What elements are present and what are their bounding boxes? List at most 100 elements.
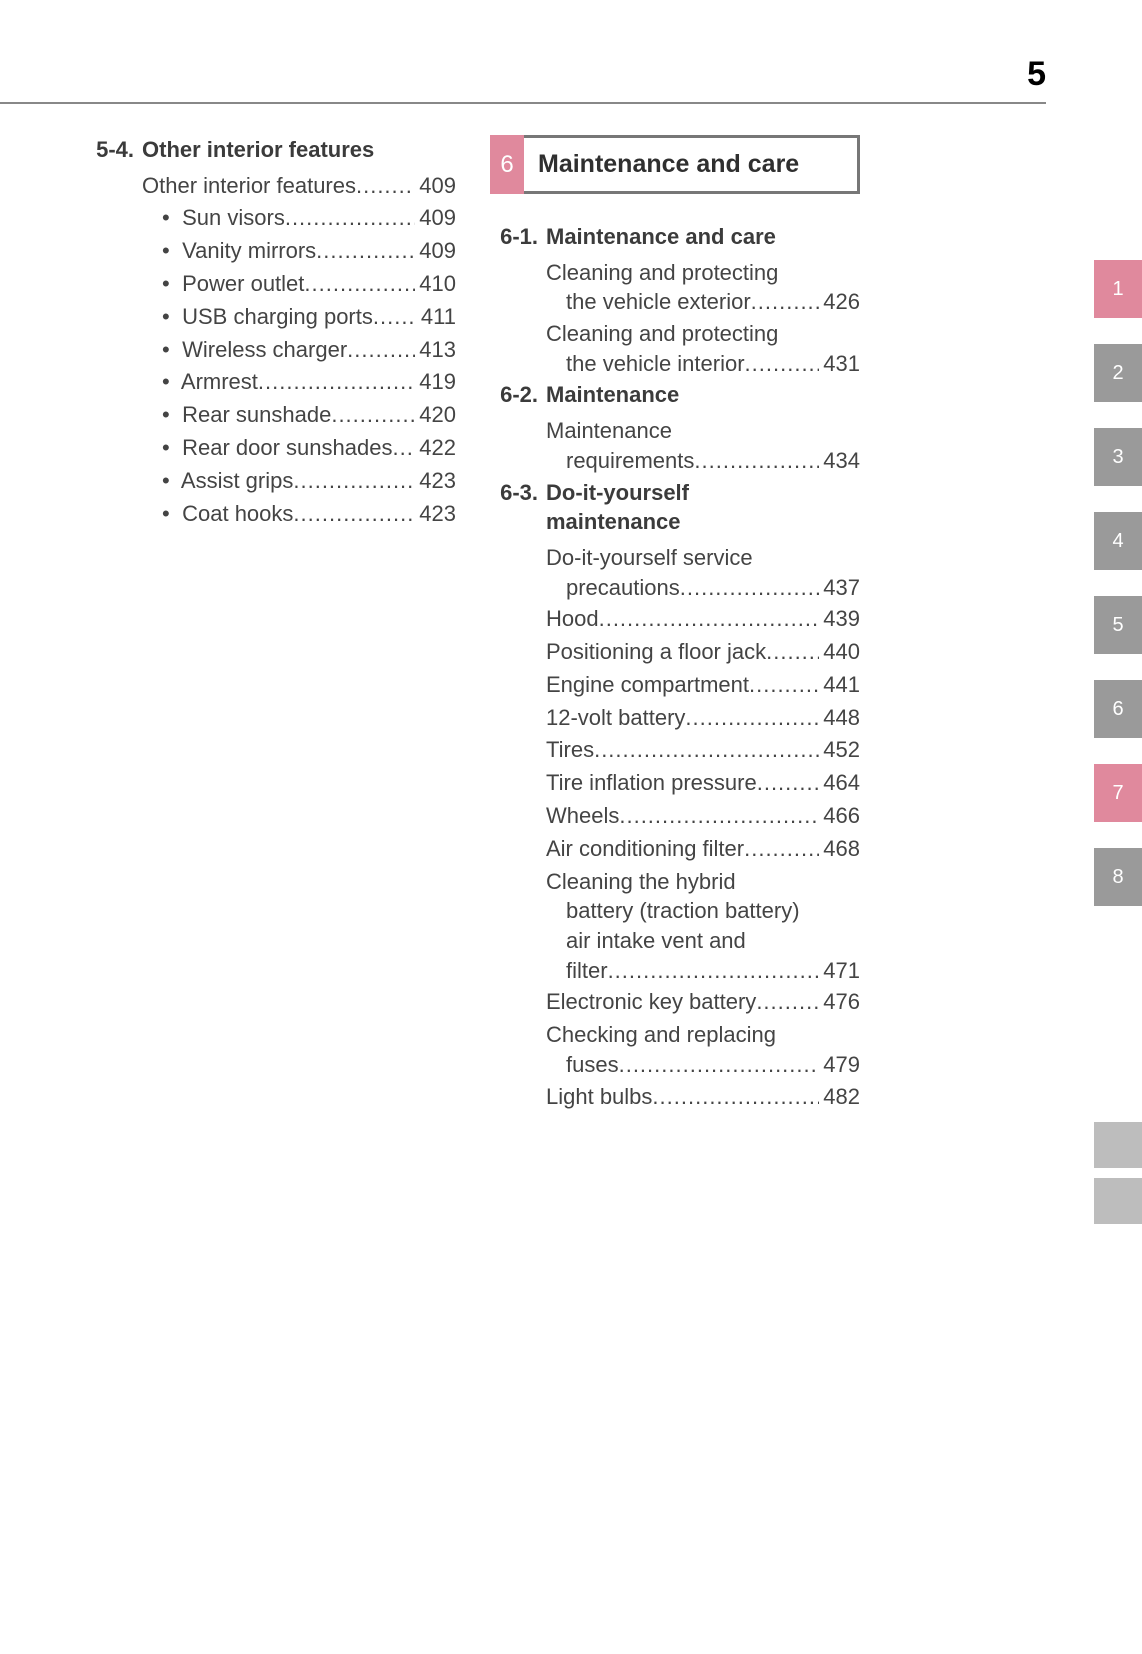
- toc-leader: ........................................…: [392, 433, 415, 464]
- toc-label: precautions: [566, 573, 680, 603]
- toc-page: 423: [415, 499, 456, 530]
- section-heading: 6-2.Maintenance: [490, 380, 860, 410]
- toc-entry: Light bulbs.............................…: [490, 1082, 860, 1113]
- section-heading: 5-4. Other interior features: [86, 135, 456, 165]
- toc-label: filter: [566, 956, 608, 986]
- toc-leader: ........................................…: [619, 1050, 820, 1080]
- toc-page: 464: [819, 768, 860, 799]
- toc-page: 409: [415, 236, 456, 267]
- toc-label: Hood: [546, 604, 599, 635]
- toc-label: Engine compartment: [546, 670, 749, 701]
- toc-page: 452: [819, 735, 860, 766]
- toc-page: 471: [819, 956, 860, 986]
- toc-leader: ........................................…: [258, 367, 415, 398]
- toc-page: 434: [819, 446, 860, 476]
- side-tab-7[interactable]: 7: [1094, 764, 1142, 822]
- toc-leader: ........................................…: [766, 637, 819, 668]
- toc-leader: ........................................…: [749, 670, 819, 701]
- toc-label: Tire inflation pressure: [546, 768, 757, 799]
- toc-label: Other interior features: [142, 171, 356, 202]
- toc-leader: ........................................…: [304, 269, 415, 300]
- toc-leader: ........................................…: [756, 987, 819, 1018]
- toc-page: 441: [819, 670, 860, 701]
- side-tab-4[interactable]: 4: [1094, 512, 1142, 570]
- toc-leader: ........................................…: [293, 499, 415, 530]
- section-title: Do-it-yourselfmaintenance: [546, 478, 860, 537]
- toc-page: 439: [819, 604, 860, 635]
- toc-label: • USB charging ports: [162, 302, 373, 333]
- chapter-title: Maintenance and care: [524, 135, 860, 194]
- toc-leader: ........................................…: [293, 466, 415, 497]
- toc-leader: ........................................…: [347, 335, 415, 366]
- toc-page: 422: [415, 433, 456, 464]
- side-tab-blank: [1094, 1122, 1142, 1168]
- toc-page: 413: [415, 335, 456, 366]
- toc-page: 419: [415, 367, 456, 398]
- side-tab-5[interactable]: 5: [1094, 596, 1142, 654]
- section-heading: 6-1.Maintenance and care: [490, 222, 860, 252]
- chapter-number-box: 6: [490, 135, 524, 194]
- toc-leader: ........................................…: [680, 573, 820, 603]
- toc-leader: ........................................…: [331, 400, 415, 431]
- toc-label: Cleaning the hybrid: [546, 867, 860, 897]
- toc-page: 420: [415, 400, 456, 431]
- toc-label: • Sun visors: [162, 203, 285, 234]
- toc-page: 409: [415, 203, 456, 234]
- side-tab-blank: [1094, 1178, 1142, 1224]
- toc-entry: Electronic key battery..................…: [490, 987, 860, 1018]
- toc-page: 468: [819, 834, 860, 865]
- toc-label: Air conditioning filter: [546, 834, 744, 865]
- toc-entry: Tires...................................…: [490, 735, 860, 766]
- toc-leader: ........: [356, 171, 415, 202]
- toc-page: 466: [819, 801, 860, 832]
- toc-page: 409: [415, 171, 456, 202]
- toc-label: Cleaning and protecting: [546, 258, 860, 288]
- toc-label: Cleaning and protecting: [546, 319, 860, 349]
- toc-entry: Cleaning and protectingthe vehicle inter…: [546, 319, 860, 378]
- toc-leader: ........................................…: [608, 956, 820, 986]
- toc-entry: Other interior features ........ 409: [86, 171, 456, 202]
- side-tab-8[interactable]: 8: [1094, 848, 1142, 906]
- toc-leader: ........................................…: [751, 287, 820, 317]
- toc-page: 476: [819, 987, 860, 1018]
- toc-entry: Cleaning the hybridbattery (traction bat…: [546, 867, 860, 986]
- toc-label: • Wireless charger: [162, 335, 347, 366]
- toc-page: 423: [415, 466, 456, 497]
- toc-right-column: 6 Maintenance and care 6-1.Maintenance a…: [490, 135, 860, 1114]
- toc-columns: 5-4. Other interior features Other inter…: [86, 135, 1041, 1114]
- toc-label: • Armrest: [162, 367, 258, 398]
- section-number: 6-1.: [490, 222, 546, 252]
- toc-label: battery (traction battery): [546, 896, 860, 926]
- toc-page: 426: [819, 287, 860, 317]
- side-tab-2[interactable]: 2: [1094, 344, 1142, 402]
- toc-sub-entry: • Rear door sunshades...................…: [86, 433, 456, 464]
- toc-label: • Assist grips: [162, 466, 293, 497]
- section-number: 6-2.: [490, 380, 546, 410]
- toc-label: the vehicle interior: [566, 349, 745, 379]
- toc-sub-entry: • Vanity mirrors........................…: [86, 236, 456, 267]
- side-tab-6[interactable]: 6: [1094, 680, 1142, 738]
- side-tab-1[interactable]: 1: [1094, 260, 1142, 318]
- side-tabs-bottom: [1094, 1122, 1142, 1234]
- toc-label: air intake vent and: [546, 926, 860, 956]
- toc-label: Electronic key battery: [546, 987, 756, 1018]
- toc-entry: Tire inflation pressure.................…: [490, 768, 860, 799]
- side-tabs: 1 2 3 4 5 6 7 8: [1094, 130, 1142, 932]
- toc-label: Tires: [546, 735, 594, 766]
- toc-sub-entry: • Sun visors............................…: [86, 203, 456, 234]
- toc-entry: Checking and replacingfuses.............…: [546, 1020, 860, 1079]
- toc-leader: ........................................…: [744, 834, 819, 865]
- side-tab-3[interactable]: 3: [1094, 428, 1142, 486]
- toc-leader: ........................................…: [652, 1082, 819, 1113]
- toc-leader: ........................................…: [373, 302, 417, 333]
- toc-page: 437: [819, 573, 860, 603]
- toc-leader: ........................................…: [757, 768, 820, 799]
- toc-label: • Rear door sunshades: [162, 433, 392, 464]
- toc-page: 411: [417, 302, 456, 333]
- toc-page: 431: [819, 349, 860, 379]
- toc-leader: ........................................…: [745, 349, 820, 379]
- toc-page: 440: [819, 637, 860, 668]
- toc-sub-entry: • Coat hooks............................…: [86, 499, 456, 530]
- section-number: 5-4.: [86, 135, 142, 165]
- toc-sub-entry: • Armrest...............................…: [86, 367, 456, 398]
